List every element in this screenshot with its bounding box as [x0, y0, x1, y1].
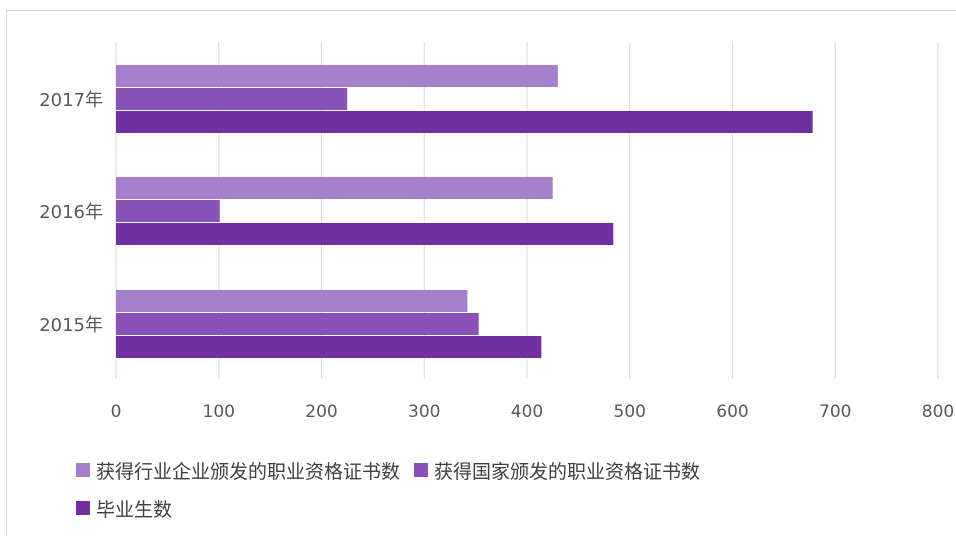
x-tick-label-500: 500 [614, 402, 646, 422]
legend-item-national-cert: 获得国家颁发的职业资格证书数 [414, 457, 700, 484]
bar-2017年-series-1 [116, 65, 558, 87]
x-tick-label-400: 400 [511, 402, 543, 422]
x-tick-label-600: 600 [716, 402, 748, 422]
x-tick-label-800: 800 [922, 402, 954, 422]
bar-2015年-series-1 [116, 290, 468, 312]
category-label-2015年: 2015年 [39, 315, 103, 336]
x-tick-label-0: 0 [111, 402, 122, 422]
legend-swatch-industry-cert [76, 463, 90, 477]
x-tick-label-100: 100 [203, 402, 235, 422]
bar-2016年-series-2 [116, 200, 220, 222]
category-labels: 2017年 2016年 2015年 [39, 90, 103, 336]
legend-row-2: 毕业生数 [76, 493, 936, 523]
bar-2017年-series-3 [116, 111, 813, 133]
bars [116, 65, 813, 358]
bar-2017年-series-2 [116, 88, 348, 110]
x-tick-label-200: 200 [305, 402, 337, 422]
x-tick-labels: 0 100 200 300 400 500 600 700 800 [111, 402, 955, 422]
legend-item-graduates: 毕业生数 [76, 495, 172, 522]
category-label-2017年: 2017年 [39, 90, 103, 111]
legend-label-graduates: 毕业生数 [96, 498, 173, 521]
legend-label-industry-cert: 获得行业企业颁发的职业资格证书数 [96, 460, 401, 483]
legend: 获得行业企业颁发的职业资格证书数 获得国家颁发的职业资格证书数 毕业生数 [76, 455, 936, 531]
bar-2016年-series-1 [116, 177, 553, 199]
bar-2015年-series-3 [116, 336, 542, 358]
x-tick-label-700: 700 [819, 402, 851, 422]
bar-2015年-series-2 [116, 313, 479, 335]
legend-item-industry-cert: 获得行业企业颁发的职业资格证书数 [76, 457, 400, 484]
bar-2016年-series-3 [116, 223, 614, 245]
category-label-2016年: 2016年 [39, 202, 103, 223]
x-tick-label-300: 300 [408, 402, 440, 422]
legend-label-national-cert: 获得国家颁发的职业资格证书数 [434, 460, 701, 483]
legend-swatch-national-cert [414, 463, 429, 477]
legend-row-1: 获得行业企业颁发的职业资格证书数 获得国家颁发的职业资格证书数 [76, 455, 936, 485]
legend-swatch-graduates [76, 501, 90, 515]
